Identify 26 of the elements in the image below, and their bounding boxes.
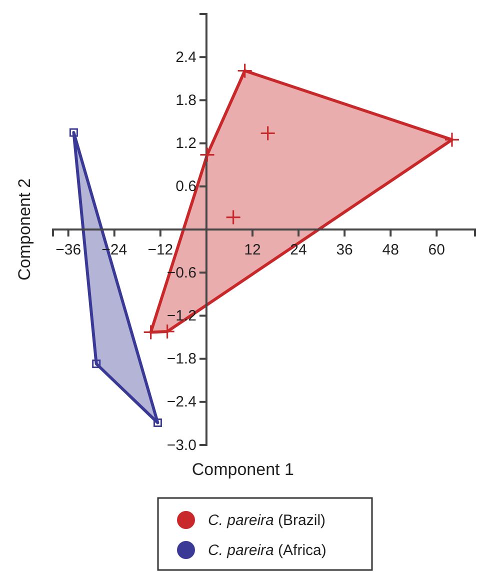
- y-tick-label: −1.8: [166, 350, 196, 368]
- point: [226, 209, 242, 226]
- point: [92, 360, 101, 368]
- point: [69, 128, 78, 137]
- y-tick-label: 0.6: [176, 178, 196, 196]
- y-tick-label: 1.8: [176, 92, 196, 109]
- y-tick-label: 2.4: [176, 48, 196, 66]
- x-tick-label: 36: [336, 242, 353, 258]
- y-tick-label: −3.0: [166, 436, 196, 454]
- y-tick-label: 1.2: [176, 135, 196, 152]
- x-tick-label: 60: [428, 242, 445, 258]
- x-tick-label: 24: [290, 242, 307, 258]
- point: [444, 132, 460, 148]
- y-axis-title: Component 2: [15, 178, 34, 281]
- y-tick-label: −2.4: [166, 394, 196, 411]
- x-tick-label: 12: [244, 242, 261, 258]
- point: [260, 125, 276, 142]
- point: [199, 146, 216, 163]
- legend-label: C. pareira (Brazil): [208, 512, 326, 529]
- x-tick-label: −36: [56, 242, 82, 258]
- legend-label: C. pareira (Africa): [208, 542, 326, 559]
- point: [153, 418, 162, 427]
- x-tick-label: −12: [148, 242, 174, 258]
- point: [237, 62, 253, 79]
- x-tick-label: 48: [382, 242, 399, 258]
- x-axis-title: Component 1: [192, 460, 294, 479]
